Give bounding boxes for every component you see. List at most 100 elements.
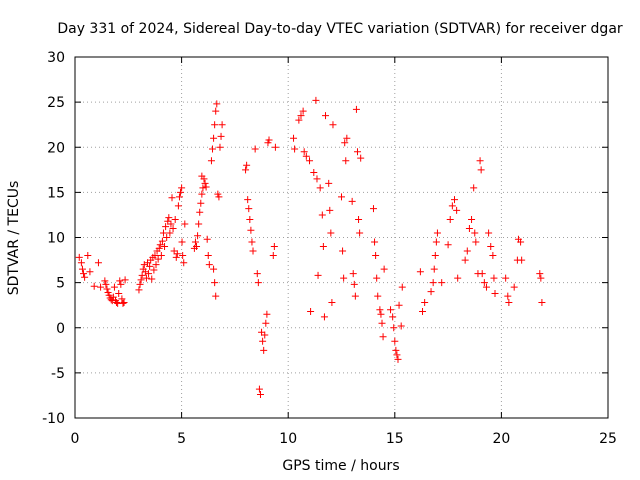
data-point bbox=[117, 280, 125, 288]
x-tick-label: 20 bbox=[492, 431, 510, 447]
x-tick-label: 15 bbox=[386, 431, 404, 447]
data-point bbox=[476, 157, 484, 165]
data-point bbox=[419, 308, 427, 316]
data-point bbox=[489, 252, 497, 260]
data-point bbox=[256, 391, 264, 399]
data-point bbox=[167, 220, 175, 228]
data-point bbox=[199, 184, 207, 192]
data-point bbox=[398, 283, 406, 291]
data-point bbox=[502, 274, 510, 282]
y-tick-label: -10 bbox=[42, 411, 65, 427]
data-point bbox=[248, 238, 256, 246]
data-point bbox=[295, 116, 303, 124]
data-point bbox=[378, 319, 386, 327]
data-point bbox=[421, 298, 429, 306]
data-point bbox=[255, 385, 263, 393]
data-point bbox=[327, 229, 335, 237]
data-point bbox=[171, 215, 179, 223]
data-point bbox=[477, 166, 485, 174]
data-point bbox=[472, 238, 480, 246]
data-point bbox=[432, 238, 440, 246]
data-point bbox=[120, 298, 128, 306]
x-axis-label: GPS time / hours bbox=[282, 458, 399, 474]
y-axis-label: SDTVAR / TECUs bbox=[6, 181, 22, 296]
data-point bbox=[438, 279, 446, 287]
data-point bbox=[302, 152, 310, 160]
data-point bbox=[376, 306, 384, 314]
data-point bbox=[353, 148, 361, 156]
data-point bbox=[246, 215, 254, 223]
data-point bbox=[379, 333, 387, 341]
data-point bbox=[211, 121, 219, 129]
data-point bbox=[78, 265, 86, 273]
data-point bbox=[318, 211, 326, 219]
y-tick-label: 10 bbox=[47, 231, 65, 247]
data-point bbox=[416, 268, 424, 276]
data-point bbox=[461, 256, 469, 264]
data-point bbox=[510, 283, 518, 291]
data-point bbox=[351, 292, 359, 300]
data-point bbox=[119, 299, 127, 307]
data-point bbox=[203, 235, 211, 243]
data-point bbox=[328, 298, 336, 306]
data-point bbox=[178, 184, 186, 192]
data-point bbox=[433, 229, 441, 237]
data-point bbox=[453, 206, 461, 214]
data-point bbox=[262, 319, 270, 327]
data-point bbox=[343, 134, 351, 142]
data-point bbox=[254, 279, 262, 287]
data-point bbox=[316, 184, 324, 192]
data-point bbox=[320, 313, 328, 321]
data-point bbox=[377, 310, 385, 318]
data-point bbox=[261, 331, 269, 339]
data-point bbox=[269, 252, 277, 260]
data-point bbox=[155, 244, 163, 252]
data-point bbox=[77, 259, 85, 267]
data-point bbox=[448, 202, 456, 210]
plot-frame bbox=[74, 56, 609, 419]
data-point bbox=[341, 139, 349, 147]
data-point bbox=[166, 229, 174, 237]
y-tick-labels: -10 -5 0 5 10 15 20 25 30 bbox=[42, 50, 65, 427]
data-point bbox=[342, 157, 350, 165]
data-point bbox=[373, 274, 381, 282]
data-point bbox=[180, 259, 188, 267]
data-point bbox=[429, 279, 437, 287]
data-point bbox=[478, 270, 486, 278]
data-point bbox=[470, 184, 478, 192]
x-tick-label: 25 bbox=[599, 431, 617, 447]
data-point bbox=[300, 148, 308, 156]
data-point bbox=[159, 229, 167, 237]
y-tick-label: 20 bbox=[47, 140, 65, 156]
data-point bbox=[260, 346, 268, 354]
y-tick-label: 0 bbox=[56, 321, 65, 337]
data-point bbox=[210, 265, 218, 273]
x-tick-label: 10 bbox=[279, 431, 297, 447]
data-point bbox=[86, 268, 94, 276]
x-tick-labels: 0 5 10 15 20 25 bbox=[71, 431, 617, 447]
data-point bbox=[369, 205, 377, 213]
data-point bbox=[154, 255, 162, 263]
data-point bbox=[390, 324, 398, 332]
data-point bbox=[348, 197, 356, 205]
data-point bbox=[194, 232, 202, 240]
data-point bbox=[109, 293, 117, 301]
data-point bbox=[352, 105, 360, 113]
data-point bbox=[485, 229, 493, 237]
data-point bbox=[253, 270, 261, 278]
data-point bbox=[310, 169, 318, 177]
data-point bbox=[115, 289, 123, 297]
data-point bbox=[251, 145, 259, 153]
data-point bbox=[211, 279, 219, 287]
data-point bbox=[212, 292, 220, 300]
data-point bbox=[172, 253, 180, 261]
data-point bbox=[113, 298, 121, 306]
data-point bbox=[244, 196, 252, 204]
data-point bbox=[217, 132, 225, 140]
data-point bbox=[314, 271, 322, 279]
y-tick-label: 5 bbox=[56, 276, 65, 292]
data-point bbox=[209, 145, 217, 153]
data-point bbox=[110, 283, 118, 291]
data-point bbox=[158, 237, 166, 245]
data-point bbox=[142, 274, 150, 282]
